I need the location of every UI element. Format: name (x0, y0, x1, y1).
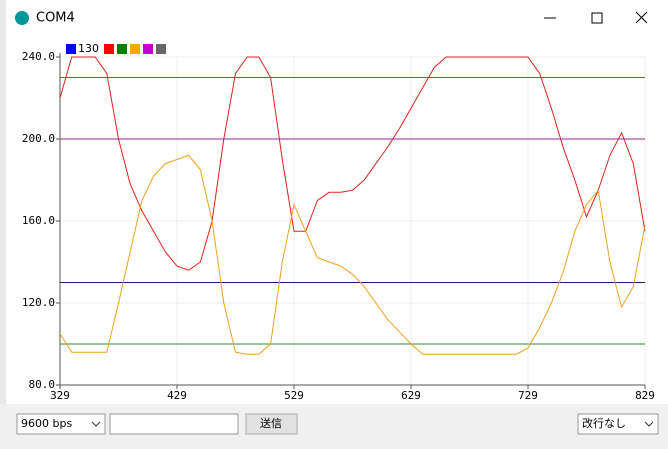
y-tick-label: 120.0 (22, 296, 55, 309)
line-ending-label: 改行なし (582, 416, 626, 430)
x-tick-label: 429 (167, 389, 187, 402)
send-input[interactable] (109, 413, 239, 435)
x-tick-label: 629 (401, 389, 421, 402)
legend-label: 130 (78, 42, 99, 55)
dropdown-arrow (91, 421, 101, 427)
legend-swatch (117, 44, 127, 54)
send-button-label: 送信 (260, 416, 282, 430)
y-tick-label: 160.0 (22, 214, 55, 227)
series-line (59, 154, 646, 355)
x-tick-label: 529 (284, 389, 304, 402)
baud-label: 9600 bps (21, 417, 72, 430)
close-button[interactable] (635, 11, 648, 24)
dropdown-arrow (644, 421, 654, 427)
y-tick-label: 240.0 (22, 50, 55, 63)
legend-swatch (66, 44, 76, 54)
send-button[interactable] (245, 413, 298, 435)
app-icon (15, 11, 29, 25)
y-tick-label: 80.0 (29, 378, 56, 391)
line-ending-dropdown[interactable] (577, 413, 659, 435)
x-tick-label: 329 (50, 389, 70, 402)
series-line (59, 56, 646, 271)
baud-dropdown[interactable] (16, 413, 106, 435)
window-title: COM4 (36, 11, 75, 26)
x-tick-label: 829 (635, 389, 655, 402)
legend-swatch (143, 44, 153, 54)
legend-swatch (130, 44, 140, 54)
x-tick-label: 729 (518, 389, 538, 402)
left-edge (0, 0, 6, 449)
y-tick-label: 200.0 (22, 132, 55, 145)
legend-swatch (156, 44, 166, 54)
legend-swatch (104, 44, 114, 54)
maximize-button[interactable] (591, 12, 603, 24)
